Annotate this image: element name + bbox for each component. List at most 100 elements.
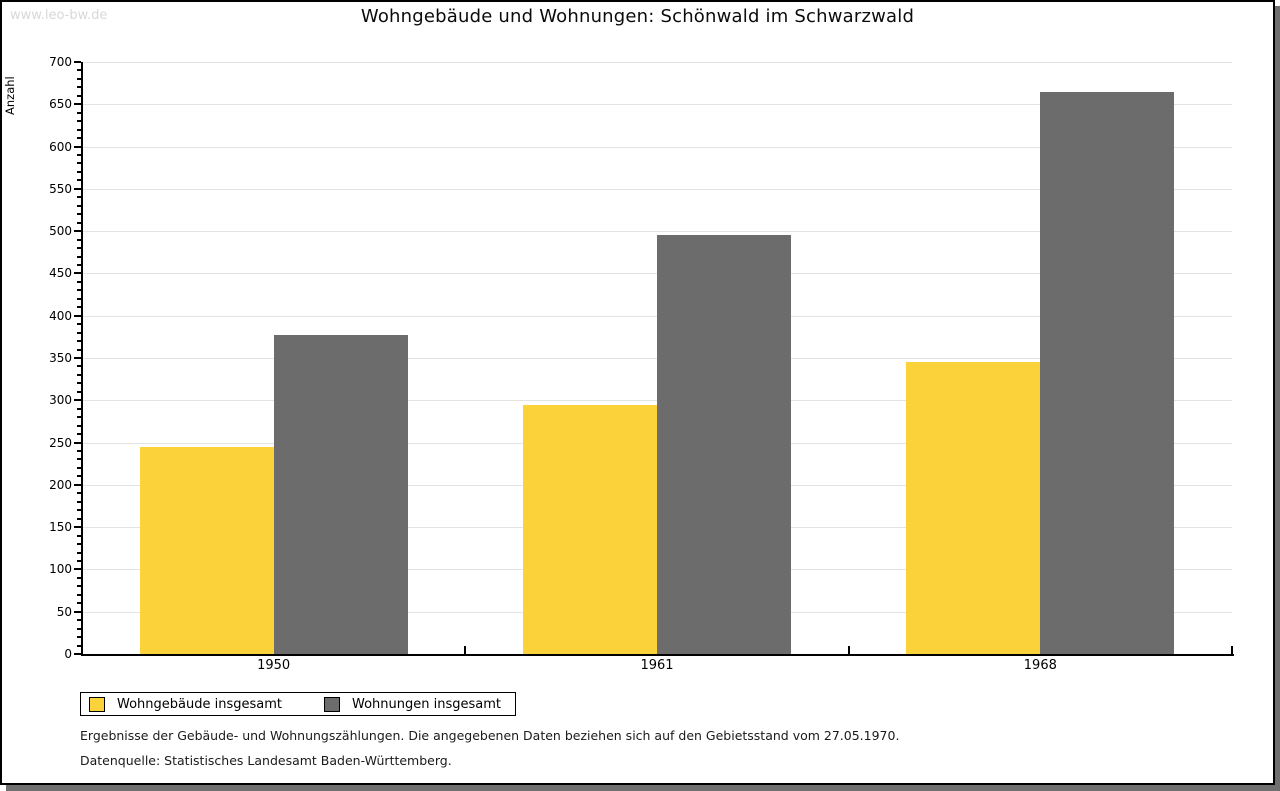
y-minor-tick-580 [77, 162, 81, 165]
y-minor-tick-140 [77, 534, 81, 537]
legend-label: Wohngebäude insgesamt [117, 696, 282, 712]
y-tick-label-300: 300 [49, 393, 72, 408]
y-major-tick-600 [74, 145, 81, 148]
gridline-650 [83, 104, 1232, 106]
y-minor-tick-270 [77, 424, 81, 427]
y-major-tick-0 [74, 653, 81, 655]
x-tick-label-1968: 1968 [1023, 658, 1057, 673]
y-major-tick-300 [74, 399, 81, 402]
y-minor-tick-640 [77, 111, 81, 114]
y-tick-label-500: 500 [49, 224, 72, 239]
y-minor-tick-670 [77, 86, 81, 89]
y-tick-label-350: 350 [49, 351, 72, 365]
y-minor-tick-110 [77, 559, 81, 562]
y-minor-tick-260 [77, 433, 81, 436]
gridline-500 [83, 231, 1232, 233]
y-minor-tick-480 [77, 247, 81, 250]
y-minor-tick-470 [77, 255, 81, 258]
y-major-tick-500 [74, 230, 81, 233]
bar-wohnungen-1950 [273, 335, 408, 654]
y-tick-label-650: 650 [49, 97, 72, 112]
y-minor-tick-520 [77, 213, 81, 216]
y-minor-tick-380 [77, 331, 81, 334]
y-major-tick-50 [74, 610, 81, 613]
y-tick-label-0: 0 [64, 647, 72, 661]
y-minor-tick-230 [77, 458, 81, 461]
y-tick-label-450: 450 [49, 266, 72, 281]
y-minor-tick-530 [77, 204, 81, 207]
y-tick-label-100: 100 [49, 562, 72, 577]
y-minor-tick-360 [77, 348, 81, 351]
y-minor-tick-120 [77, 551, 81, 554]
y-minor-tick-680 [77, 77, 81, 80]
legend-item-wohnungen: Wohnungen insgesamt [324, 696, 501, 712]
y-tick-label-700: 700 [49, 55, 72, 69]
y-minor-tick-610 [77, 137, 81, 140]
x-tick-label-1961: 1961 [640, 658, 674, 673]
y-major-tick-700 [74, 61, 81, 63]
y-minor-tick-510 [77, 221, 81, 224]
y-minor-tick-290 [77, 407, 81, 410]
y-minor-tick-90 [77, 576, 81, 579]
y-minor-tick-60 [77, 602, 81, 605]
y-minor-tick-370 [77, 340, 81, 343]
y-major-tick-400 [74, 314, 81, 317]
legend-item-wohngebaeude: Wohngebäude insgesamt [89, 696, 282, 712]
y-major-tick-450 [74, 272, 81, 275]
y-minor-tick-80 [77, 585, 81, 588]
legend-swatch-yellow [89, 696, 105, 712]
y-minor-tick-410 [77, 306, 81, 309]
y-minor-tick-590 [77, 154, 81, 157]
y-minor-tick-440 [77, 280, 81, 283]
chart-title: Wohngebäude und Wohnungen: Schönwald im … [360, 6, 915, 27]
bar-wohnungen-1961 [657, 235, 791, 654]
y-minor-tick-320 [77, 382, 81, 385]
y-minor-tick-660 [77, 94, 81, 97]
y-minor-tick-40 [77, 619, 81, 622]
x-axis-line [81, 654, 1234, 656]
y-minor-tick-180 [77, 500, 81, 503]
y-minor-tick-540 [77, 196, 81, 199]
y-minor-tick-220 [77, 466, 81, 469]
y-minor-tick-390 [77, 323, 81, 326]
watermark: www.leo-bw.de [10, 8, 108, 23]
y-minor-tick-460 [77, 263, 81, 266]
y-minor-tick-170 [77, 509, 81, 512]
y-minor-tick-280 [77, 416, 81, 419]
y-minor-tick-330 [77, 373, 81, 376]
gridline-700 [83, 62, 1232, 63]
y-tick-label-150: 150 [49, 520, 72, 535]
y-minor-tick-420 [77, 297, 81, 300]
y-minor-tick-10 [77, 644, 81, 647]
y-major-tick-650 [74, 103, 81, 106]
y-minor-tick-690 [77, 69, 81, 72]
x-separator-tick-1 [464, 646, 467, 654]
y-tick-label-550: 550 [49, 181, 72, 196]
bar-wohngebäude-1950 [139, 446, 274, 654]
y-tick-label-600: 600 [49, 139, 72, 154]
gridline-550 [83, 188, 1232, 190]
y-major-tick-350 [74, 357, 81, 359]
y-major-tick-550 [74, 187, 81, 190]
bar-wohnungen-1968 [1040, 91, 1175, 654]
gridline-600 [83, 146, 1232, 148]
y-minor-tick-210 [77, 475, 81, 478]
y-tick-label-50: 50 [56, 604, 72, 619]
y-minor-tick-620 [77, 128, 81, 131]
footer-source: Datenquelle: Statistisches Landesamt Bad… [80, 753, 452, 768]
y-tick-label-200: 200 [49, 477, 72, 492]
y-major-tick-200 [74, 483, 81, 486]
y-minor-tick-630 [77, 120, 81, 123]
y-major-tick-150 [74, 526, 81, 529]
y-major-tick-250 [74, 441, 81, 444]
y-minor-tick-160 [77, 517, 81, 520]
y-minor-tick-30 [77, 627, 81, 630]
y-major-tick-100 [74, 568, 81, 571]
y-minor-tick-310 [77, 390, 81, 393]
x-tick-label-1950: 1950 [257, 658, 291, 673]
y-minor-tick-570 [77, 170, 81, 173]
y-minor-tick-20 [77, 636, 81, 639]
